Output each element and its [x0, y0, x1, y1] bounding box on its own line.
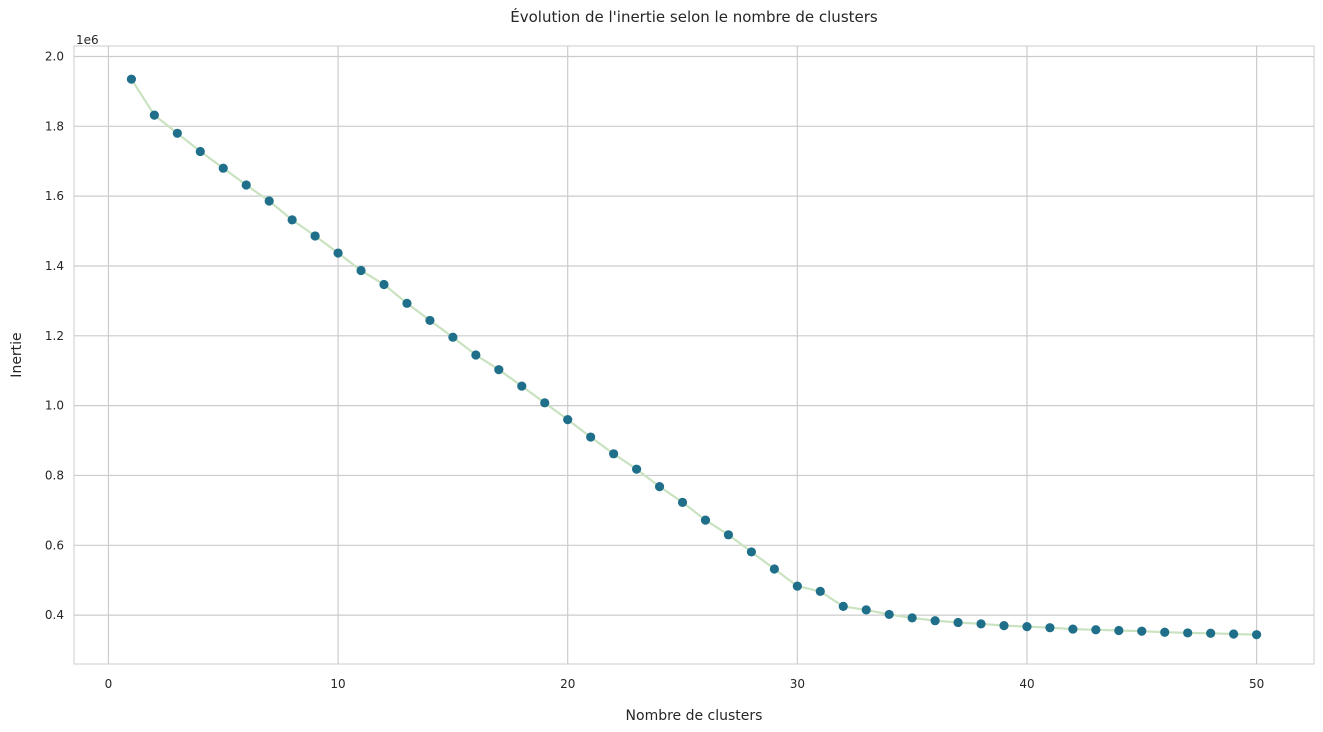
- x-tick-label: 40: [1019, 677, 1034, 691]
- y-offset-label: 1e6: [76, 33, 99, 47]
- y-tick-label: 1.0: [45, 399, 64, 413]
- y-tick-label: 0.8: [45, 468, 64, 482]
- data-point: [953, 617, 963, 628]
- data-point: [1160, 627, 1170, 637]
- data-point: [1114, 625, 1124, 636]
- data-point: [631, 464, 642, 474]
- data-point: [838, 601, 848, 611]
- x-tick-label: 10: [330, 677, 345, 691]
- data-point: [1137, 626, 1147, 636]
- data-point: [218, 163, 228, 173]
- data-point: [425, 315, 435, 326]
- series-layer: [126, 74, 1262, 640]
- data-point: [287, 215, 297, 225]
- data-point: [976, 619, 986, 629]
- y-tick-label: 1.8: [45, 119, 64, 133]
- y-tick-label: 0.6: [45, 538, 64, 552]
- chart-title: Évolution de l'inertie selon le nombre d…: [510, 7, 878, 26]
- data-point: [402, 298, 412, 308]
- y-tick-label: 1.6: [45, 189, 64, 203]
- data-point: [930, 616, 940, 626]
- data-point: [907, 613, 917, 623]
- y-tick-label: 2.0: [45, 49, 64, 63]
- data-point: [723, 530, 734, 540]
- x-axis-label: Nombre de clusters: [626, 708, 763, 724]
- data-point: [861, 605, 871, 615]
- data-point: [517, 381, 527, 391]
- data-point: [999, 620, 1009, 631]
- data-point: [769, 564, 779, 574]
- data-point: [1068, 624, 1078, 634]
- data-point: [264, 196, 274, 206]
- data-point: [494, 365, 504, 375]
- data-point: [448, 332, 458, 342]
- x-tick-label: 20: [560, 677, 575, 691]
- data-point: [1251, 630, 1262, 640]
- data-point: [700, 515, 711, 525]
- data-point: [379, 279, 389, 290]
- y-tick-label: 1.2: [45, 329, 64, 343]
- data-point: [586, 432, 596, 442]
- x-tick-label: 0: [105, 677, 113, 691]
- x-tick-label: 30: [790, 677, 805, 691]
- y-tick-labels: 0.4 0.6 0.8 1.0 1.2 1.4 1.6 1.8 2.0: [45, 49, 64, 622]
- data-point: [1045, 623, 1055, 633]
- data-point: [195, 146, 205, 157]
- x-tick-labels: 0 10 20 30 40 50: [105, 677, 1265, 691]
- plot-frame: [73, 45, 1315, 665]
- data-point: [356, 265, 366, 276]
- data-point: [563, 414, 573, 425]
- data-point: [1229, 629, 1239, 639]
- y-tick-label: 0.4: [45, 608, 64, 622]
- data-point: [884, 609, 894, 620]
- data-point: [126, 74, 137, 84]
- series-line: [130, 78, 1257, 636]
- data-point: [540, 398, 550, 408]
- data-point: [654, 482, 665, 492]
- data-point: [1091, 625, 1101, 635]
- data-point: [1206, 628, 1216, 638]
- data-point: [1022, 622, 1032, 632]
- data-point: [609, 449, 619, 459]
- data-point: [792, 581, 802, 591]
- data-point: [241, 180, 251, 190]
- y-tick-label: 1.4: [45, 259, 64, 273]
- data-point: [471, 350, 481, 360]
- x-tick-label: 50: [1249, 677, 1264, 691]
- data-point: [149, 110, 159, 120]
- y-axis-label: Inertie: [9, 332, 25, 377]
- data-point: [172, 128, 182, 138]
- data-point: [310, 231, 320, 241]
- data-point: [677, 497, 688, 507]
- data-point: [815, 586, 825, 596]
- data-point: [1183, 628, 1193, 638]
- data-point: [333, 248, 343, 258]
- data-point: [746, 547, 757, 557]
- grid: [74, 46, 1314, 664]
